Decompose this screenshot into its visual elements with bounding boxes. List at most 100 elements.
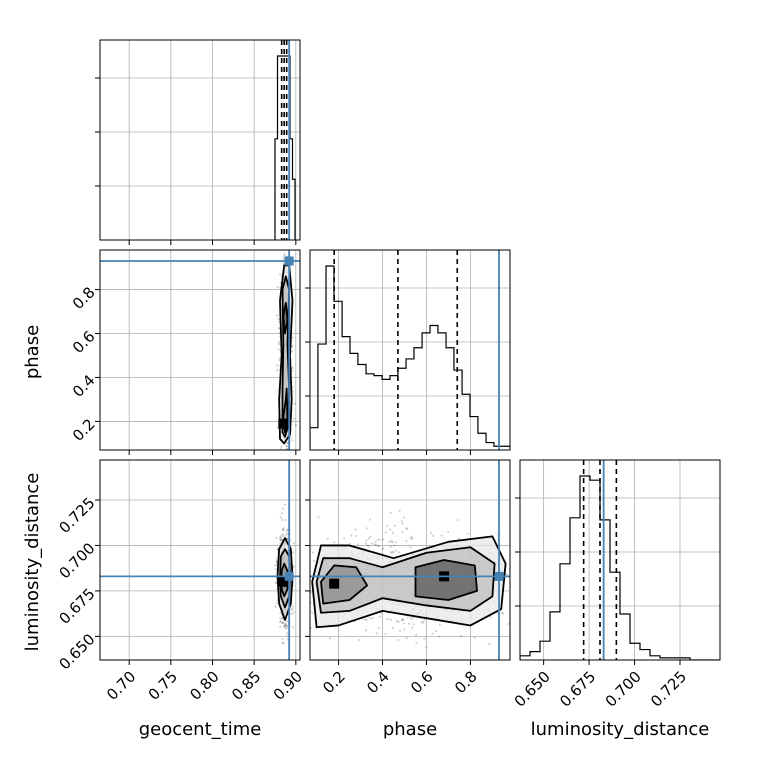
joint-phase-vs-luminosity-distance-sample [378, 538, 381, 541]
joint-phase-vs-luminosity-distance-sample [434, 629, 438, 633]
joint-geocent-time-vs-luminosity-distance-sample [279, 536, 282, 539]
joint-geocent-time-vs-luminosity-distance-sample [291, 607, 294, 610]
joint-phase-vs-luminosity-distance-sample [311, 611, 314, 614]
xlabel-geocent-time: geocent_time [139, 719, 262, 740]
joint-phase-vs-luminosity-distance-sample [388, 540, 391, 543]
joint-phase-vs-luminosity-distance-sample [422, 621, 425, 624]
joint-geocent-time-vs-luminosity-distance-sample [284, 627, 287, 630]
joint-phase-vs-luminosity-distance-sample [365, 539, 368, 542]
joint-geocent-time-vs-phase-sample [276, 364, 279, 367]
joint-geocent-time-vs-phase-sample [276, 314, 279, 317]
ylabel-luminosity-distance: luminosity_distance [22, 473, 43, 652]
joint-phase-vs-luminosity-distance-sample [432, 534, 435, 537]
joint-geocent-time-vs-luminosity-distance-sample [285, 620, 288, 623]
joint-geocent-time-vs-luminosity-distance-sample [275, 560, 278, 563]
marginal-luminosity-distance-xtick-label-1: 0.675 [556, 668, 599, 711]
joint-phase-vs-luminosity-distance-contour-2 [320, 564, 369, 605]
joint-geocent-time-vs-luminosity-distance-sample [285, 533, 288, 536]
joint-geocent-time-vs-luminosity-distance-sample [292, 611, 295, 614]
marginal-geocent-time-border [99, 39, 301, 241]
joint-geocent-time-vs-luminosity-distance-truth-marker [284, 571, 294, 581]
joint-phase-vs-luminosity-distance-sample [390, 539, 393, 542]
joint-phase-vs-luminosity-distance-sample [378, 615, 382, 618]
joint-phase-vs-luminosity-distance-sample [507, 622, 510, 625]
joint-phase-vs-luminosity-distance-xtick-label-1: 0.4 [363, 668, 393, 698]
joint-geocent-time-vs-luminosity-distance-sample [279, 536, 282, 539]
joint-phase-vs-luminosity-distance-sample [373, 543, 376, 546]
joint-phase-vs-luminosity-distance-sample [423, 618, 426, 621]
joint-geocent-time-vs-luminosity-distance-sample [274, 581, 277, 585]
joint-phase-vs-luminosity-distance-sample [394, 549, 398, 552]
joint-phase-vs-luminosity-distance-sample [384, 531, 387, 534]
joint-geocent-time-vs-luminosity-distance-sample [279, 538, 282, 541]
joint-geocent-time-vs-phase-sample [277, 317, 280, 321]
joint-phase-vs-luminosity-distance-sample [333, 541, 336, 544]
joint-phase-vs-luminosity-distance-sample [500, 612, 503, 615]
joint-phase-vs-luminosity-distance-sample [467, 532, 470, 535]
joint-phase-vs-luminosity-distance-sample [405, 539, 408, 543]
joint-phase-vs-luminosity-distance-sample [405, 637, 408, 640]
joint-phase-vs-luminosity-distance-sample [420, 621, 424, 624]
joint-phase-vs-luminosity-distance-sample [365, 527, 368, 530]
joint-geocent-time-vs-luminosity-distance-sample [281, 621, 285, 624]
joint-geocent-time-vs-luminosity-distance-sample [282, 621, 285, 624]
joint-phase-vs-luminosity-distance-sample [313, 559, 316, 562]
joint-geocent-time-vs-phase-sample [277, 340, 281, 344]
marginal-luminosity-distance-histogram [520, 475, 720, 660]
joint-phase-vs-luminosity-distance-sample [365, 618, 368, 621]
joint-geocent-time-vs-luminosity-distance-sample [279, 541, 282, 544]
joint-phase-vs-luminosity-distance-sample [377, 627, 380, 630]
joint-phase-vs-luminosity-distance-sample [366, 544, 369, 547]
joint-geocent-time-vs-phase-ytick-label-0: 0.2 [69, 415, 99, 445]
joint-phase-vs-luminosity-distance-sample [429, 531, 433, 534]
joint-geocent-time-vs-luminosity-distance-sample [279, 516, 282, 519]
joint-phase-vs-luminosity-distance-sample [505, 573, 508, 576]
joint-geocent-time-vs-phase-sample [294, 424, 298, 427]
joint-phase-vs-luminosity-distance-sample [377, 544, 380, 547]
joint-phase-vs-luminosity-distance-sample [392, 551, 395, 554]
joint-geocent-time-vs-luminosity-distance-ytick-label-1: 0.675 [55, 585, 98, 628]
marginal-luminosity-distance-xtick-label-2: 0.700 [602, 668, 645, 711]
joint-phase-vs-luminosity-distance-sample [397, 620, 400, 623]
joint-phase-vs-luminosity-distance-sample [365, 629, 368, 632]
joint-geocent-time-vs-luminosity-distance-sample [286, 624, 289, 627]
joint-geocent-time-vs-luminosity-distance-sample [282, 527, 285, 530]
joint-phase-vs-luminosity-distance-sample [363, 618, 367, 621]
joint-geocent-time-vs-luminosity-distance-sample [275, 536, 278, 540]
joint-geocent-time-vs-luminosity-distance-sample [285, 626, 288, 630]
joint-geocent-time-vs-luminosity-distance-sample [278, 538, 282, 541]
joint-geocent-time-vs-luminosity-distance-sample [281, 507, 285, 510]
joint-phase-vs-luminosity-distance-sample [473, 636, 476, 639]
joint-phase-vs-luminosity-distance-sample [409, 545, 412, 549]
joint-phase-vs-luminosity-distance-sample [398, 509, 401, 513]
joint-geocent-time-vs-luminosity-distance-sample [283, 624, 286, 627]
joint-phase-vs-luminosity-distance-sample [408, 622, 411, 625]
marginal-geocent-time-histogram [274, 55, 296, 240]
joint-geocent-time-vs-phase-density-peak-0 [278, 418, 289, 429]
joint-geocent-time-vs-phase-sample [283, 244, 285, 246]
xlabel-phase: phase [383, 719, 437, 740]
joint-phase-vs-luminosity-distance-sample [391, 531, 395, 534]
joint-phase-vs-luminosity-distance-sample [415, 642, 418, 645]
marginal-luminosity-distance-xtick-label-0: 0.650 [511, 668, 554, 711]
joint-phase-vs-luminosity-distance-sample [350, 534, 353, 537]
joint-phase-vs-luminosity-distance-sample [412, 617, 415, 620]
joint-geocent-time-vs-luminosity-distance-sample [281, 518, 284, 522]
joint-geocent-time-vs-phase-sample [282, 257, 285, 260]
joint-phase-vs-luminosity-distance-sample [302, 593, 304, 595]
joint-geocent-time-vs-phase-sample [279, 451, 281, 453]
marginal-luminosity-distance-bg [520, 460, 720, 660]
joint-geocent-time-vs-luminosity-distance-sample [290, 608, 293, 611]
joint-geocent-time-vs-luminosity-distance-sample [281, 637, 284, 641]
marginal-luminosity-distance-border [519, 459, 721, 661]
joint-geocent-time-vs-luminosity-distance-sample [284, 623, 287, 626]
joint-geocent-time-vs-luminosity-distance-sample [284, 518, 287, 522]
joint-phase-vs-luminosity-distance-sample [402, 622, 405, 625]
joint-geocent-time-vs-phase-sample [282, 452, 284, 454]
joint-geocent-time-vs-phase-ytick-label-3: 0.8 [69, 283, 99, 313]
joint-geocent-time-vs-phase-truth-marker [284, 256, 294, 266]
joint-phase-vs-luminosity-distance-sample [438, 635, 441, 638]
joint-phase-vs-luminosity-distance-xtick-label-3: 0.8 [451, 668, 481, 698]
